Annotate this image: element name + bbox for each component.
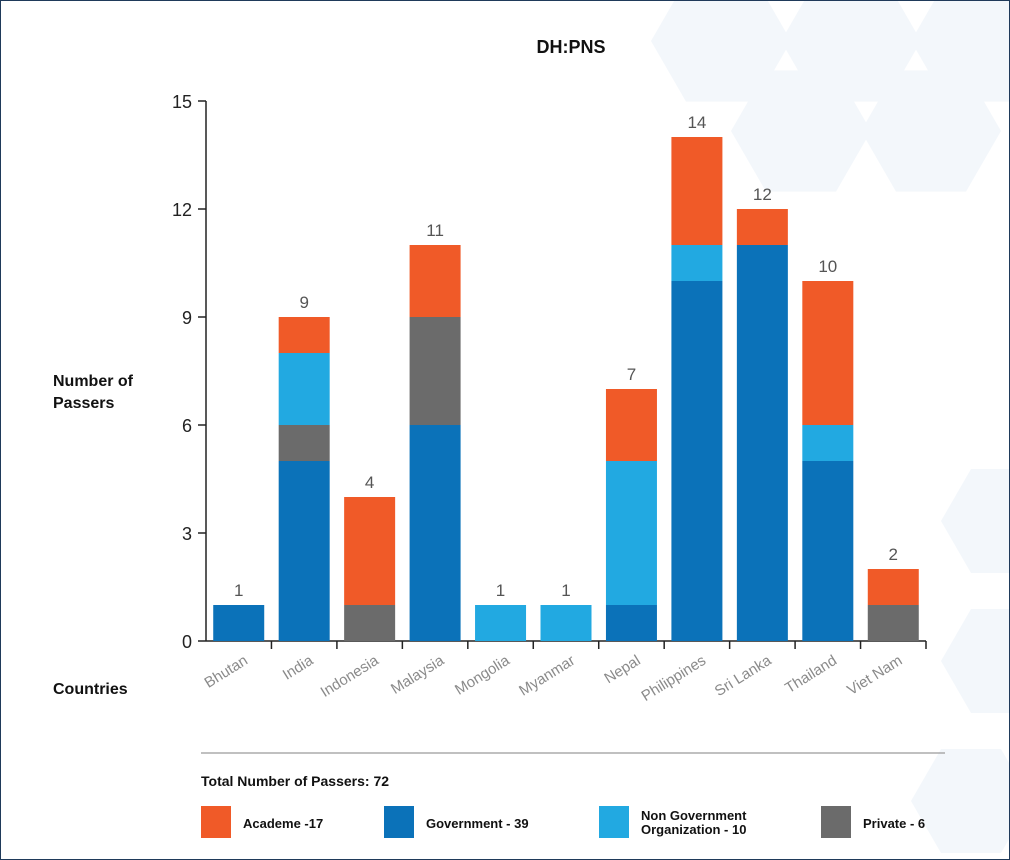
- bar-total-label: 7: [627, 365, 636, 384]
- bar-segment-ngo: [278, 353, 330, 425]
- bar-segment-ngo: [605, 461, 657, 605]
- category-labels: Bhutan India Indonesia Malaysia Mongolia Myan…: [202, 652, 906, 705]
- y-tick-label: 3: [182, 524, 192, 544]
- category-label: Indonesia: [318, 652, 383, 701]
- bar-segment-government: [605, 605, 657, 641]
- category-label: Nepal: [601, 652, 643, 687]
- background-hexagon: [651, 1, 791, 102]
- bar-segment-private: [344, 605, 396, 641]
- bar-segment-government: [409, 425, 461, 641]
- legend-label: Non Government Organization - 10: [641, 808, 747, 837]
- category-label: Malaysia: [388, 652, 448, 698]
- bar-total-label: 1: [496, 581, 505, 600]
- bars: [213, 137, 919, 641]
- bar-segment-academe: [409, 245, 461, 317]
- x-axis-label: Countries: [53, 681, 128, 698]
- chart-title: DH:PNS: [536, 37, 605, 57]
- bar-segment-ngo: [802, 425, 854, 461]
- category-label: Myanmar: [516, 652, 578, 700]
- bar-total-label: 1: [234, 581, 243, 600]
- legend-swatch: [201, 806, 231, 838]
- y-tick-label: 0: [182, 632, 192, 652]
- y-axis-label-line: Number of: [53, 373, 134, 390]
- bar-segment-government: [278, 461, 330, 641]
- category-label: Sri Lanka: [712, 652, 775, 700]
- background-hexagon: [941, 469, 1009, 573]
- bar-total-label: 9: [299, 293, 308, 312]
- background-hexagon: [861, 70, 1001, 192]
- legend-label: Government - 39: [426, 816, 529, 831]
- y-tick-label: 6: [182, 416, 192, 436]
- bar-total-label: 1: [561, 581, 570, 600]
- legend-swatch: [599, 806, 629, 838]
- bar-total-label: 10: [818, 257, 837, 276]
- background-hexagon: [941, 609, 1009, 713]
- total-passers-text: Total Number of Passers: 72: [201, 773, 389, 789]
- bar-total-label: 12: [753, 185, 772, 204]
- bar-segment-ngo: [671, 245, 723, 281]
- bar-total-label: 4: [365, 473, 374, 492]
- legend: Academe -17 Government - 39 Non Government…: [201, 806, 925, 838]
- category-label: Viet Nam: [844, 652, 905, 699]
- category-label: Thailand: [782, 652, 840, 697]
- bar-segment-ngo: [475, 605, 527, 641]
- bar-segment-academe: [605, 389, 657, 461]
- bar-segment-academe: [802, 281, 854, 425]
- bar-segment-ngo: [540, 605, 592, 641]
- bar-segment-academe: [278, 317, 330, 353]
- background-hexagon: [911, 749, 1009, 853]
- bar-segment-private: [867, 605, 919, 641]
- bar-segment-academe: [671, 137, 723, 245]
- y-axis-label: Number of Passers: [53, 373, 134, 412]
- bar-segment-government: [802, 461, 854, 641]
- category-label: Philippines: [638, 652, 709, 705]
- category-label: Mongolia: [452, 652, 513, 699]
- bar-total-label: 14: [687, 113, 706, 132]
- bar-segment-government: [213, 605, 265, 641]
- bar-segment-academe: [736, 209, 788, 245]
- background-hexagon: [731, 70, 871, 192]
- bar-total-label: 11: [426, 221, 444, 240]
- bar-segment-academe: [867, 569, 919, 605]
- legend-label: Private - 6: [863, 816, 925, 831]
- legend-label: Academe -17: [243, 816, 323, 831]
- bar-segment-private: [409, 317, 461, 425]
- y-tick-label: 9: [182, 308, 192, 328]
- bar-segment-government: [671, 281, 723, 641]
- y-axis-label-line: Passers: [53, 395, 114, 412]
- bar-segment-academe: [344, 497, 396, 605]
- bar-segment-private: [278, 425, 330, 461]
- category-label: India: [280, 652, 317, 684]
- category-label: Bhutan: [202, 652, 251, 692]
- y-tick-label: 12: [172, 200, 192, 220]
- bar-segment-government: [736, 245, 788, 641]
- legend-swatch: [821, 806, 851, 838]
- y-tick-label: 15: [172, 92, 192, 112]
- legend-swatch: [384, 806, 414, 838]
- background-hexagon-pattern: [651, 1, 1009, 853]
- bar-total-label: 2: [889, 545, 898, 564]
